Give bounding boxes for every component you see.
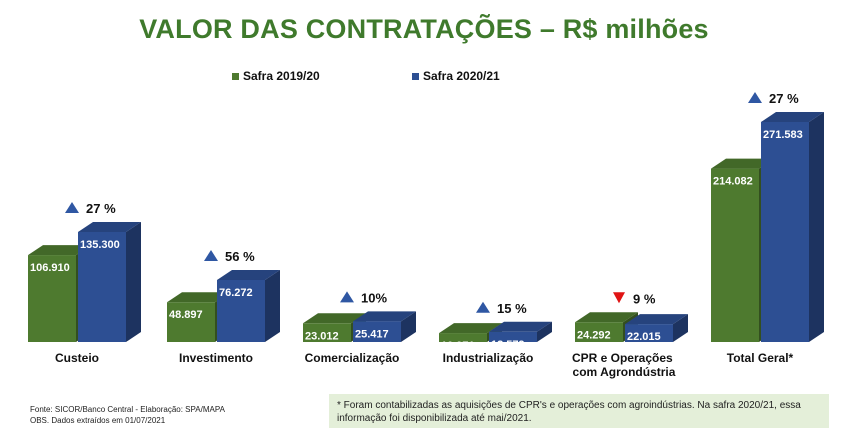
- chart-title: VALOR DAS CONTRATAÇÕES – R$ milhões: [139, 14, 709, 44]
- bar-safra-2019-20-label: 214.082: [713, 176, 753, 188]
- category-label: CPR e Operações com Agrondústria: [572, 351, 676, 379]
- bar-safra-2019-20-top: [303, 313, 366, 324]
- change-label: 10%: [361, 290, 387, 305]
- obs-text: OBS. Dados extraídos em 01/07/2021: [30, 416, 166, 425]
- bar-safra-2020-21-label: 25.417: [355, 328, 389, 340]
- increase-arrow-icon: [204, 249, 218, 261]
- bar-safra-2020-21-top: [353, 311, 416, 322]
- increase-arrow-icon: [340, 291, 354, 303]
- bar-safra-2019-20-top: [167, 292, 230, 303]
- bar-safra-2019-20: [167, 302, 215, 342]
- bar-safra-2020-21-side: [673, 314, 688, 342]
- bar-safra-2019-20-label: 10.971: [441, 340, 475, 352]
- bar-safra-2019-20-label: 106.910: [30, 262, 70, 274]
- change-label: 15 %: [497, 301, 527, 316]
- bar-safra-2020-21-side: [401, 311, 416, 342]
- increase-arrow-icon: [476, 301, 490, 313]
- bar-safra-2019-20-label: 23.012: [305, 330, 339, 342]
- category-label: Custeio: [55, 351, 99, 365]
- bar-safra-2020-21-side: [809, 112, 824, 342]
- bar-safra-2020-21-side: [265, 269, 280, 342]
- bar-safra-2019-20: [711, 168, 759, 342]
- bar-safra-2020-21-label: 271.583: [763, 129, 803, 141]
- bar-safra-2020-21: [625, 324, 673, 342]
- bar-safra-2020-21: [217, 279, 265, 342]
- bar-safra-2020-21-top: [625, 314, 688, 325]
- bar-safra-2019-20-top: [711, 158, 774, 169]
- footer-source: Fonte: SICOR/Banco Central - Elaboração:…: [30, 404, 225, 426]
- bar-safra-2020-21-label: 22.015: [627, 331, 661, 343]
- bar-safra-2019-20-top: [439, 323, 502, 334]
- bar-safra-2019-20-top: [575, 312, 638, 323]
- change-label: 27 %: [769, 91, 799, 106]
- category-label: Comercialização: [305, 351, 400, 365]
- bar-safra-2020-21-label: 135.300: [80, 239, 120, 251]
- bar-safra-2019-20: [303, 323, 351, 342]
- increase-arrow-icon: [65, 202, 79, 213]
- bar-safra-2020-21: [761, 122, 809, 342]
- bar-safra-2020-21: [78, 232, 126, 342]
- bar-safra-2019-20: [28, 255, 76, 342]
- bar-safra-2020-21-side: [126, 222, 141, 342]
- legend-label: Safra 2019/20: [243, 69, 320, 83]
- bar-safra-2020-21-top: [489, 321, 552, 332]
- change-label: 27 %: [86, 201, 116, 216]
- bar-safra-2020-21: [489, 331, 537, 342]
- legend-item-safra-2020-21: Safra 2020/21: [412, 69, 500, 83]
- bar-safra-2020-21: [353, 321, 401, 342]
- category-label: Industrialização: [443, 351, 534, 365]
- bar-safra-2019-20-label: 48.897: [169, 309, 203, 321]
- legend-item-safra-2019-20: Safra 2019/20: [232, 69, 320, 83]
- decrease-arrow-icon: [613, 292, 625, 304]
- bar-safra-2020-21-side: [537, 321, 552, 342]
- source-text: Fonte: SICOR/Banco Central - Elaboração:…: [30, 405, 225, 414]
- change-label: 9 %: [633, 291, 656, 306]
- bar-safra-2020-21-label: 12.579: [491, 339, 525, 351]
- bar-safra-2019-20: [575, 322, 623, 342]
- bar-safra-2019-20: [439, 333, 487, 342]
- increase-arrow-icon: [748, 92, 762, 103]
- legend-swatch-green: [232, 72, 239, 80]
- category-label: Total Geral*: [727, 351, 794, 365]
- footnote-box: * Foram contabilizadas as aquisições de …: [329, 394, 829, 428]
- legend-swatch-blue: [412, 72, 419, 80]
- category-label: Investimento: [179, 351, 253, 365]
- bar-safra-2020-21-label: 76.272: [219, 287, 253, 299]
- bar-safra-2020-21-top: [217, 269, 280, 280]
- bar-safra-2019-20-label: 24.292: [577, 329, 611, 341]
- bar-safra-2020-21-top: [78, 222, 141, 232]
- change-label: 56 %: [225, 249, 255, 264]
- bar-safra-2019-20-top: [28, 245, 91, 256]
- legend: Safra 2019/20 Safra 2020/21: [0, 69, 848, 85]
- legend-label: Safra 2020/21: [423, 69, 500, 83]
- bar-safra-2020-21-top: [761, 112, 824, 122]
